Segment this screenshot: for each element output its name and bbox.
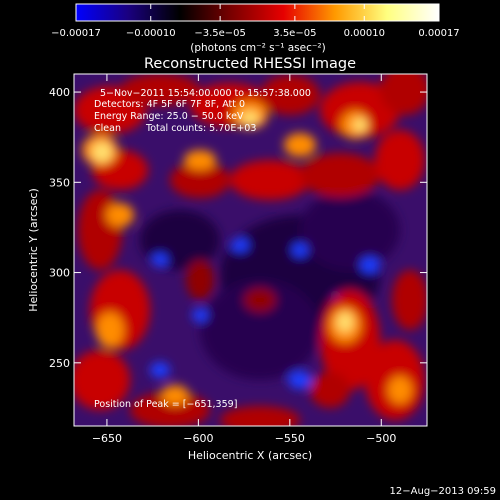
- colorbar-tick-label: 0.00017: [418, 28, 459, 39]
- heatmap-blob: [244, 288, 276, 312]
- annotation-energy: Energy Range: 25.0 − 50.0 keV: [94, 111, 244, 122]
- annotation-time-range: 5−Nov−2011 15:54:00.000 to 15:57:38.000: [100, 88, 311, 99]
- heatmap-blob: [392, 270, 427, 330]
- heatmap-blob: [230, 160, 310, 200]
- x-tick-label: −650: [92, 432, 122, 445]
- heatmap-blob: [106, 203, 134, 227]
- x-tick-label: −500: [366, 432, 396, 445]
- heatmap-blob: [130, 392, 210, 426]
- heatmap-blob: [337, 312, 353, 332]
- colorbar-tick-label: −0.00010: [126, 28, 176, 39]
- x-tick-label: −600: [183, 432, 213, 445]
- heatmap-blob: [96, 312, 124, 348]
- heatmap-blob: [231, 238, 249, 252]
- annotation-method: Clean: [94, 123, 121, 134]
- heatmap-blob: [186, 260, 214, 300]
- heatmap-blob: [380, 74, 427, 115]
- heatmap-blob: [78, 190, 122, 270]
- heatmap-blob: [360, 257, 380, 273]
- heatmap-blob: [220, 406, 300, 426]
- colorbar-tick-label: 0.00010: [344, 28, 385, 39]
- heatmap-blob: [320, 82, 400, 138]
- heatmap-blob: [300, 153, 380, 197]
- heatmap-blob: [161, 385, 189, 405]
- heatmap: [74, 74, 427, 426]
- heatmap-blob: [150, 362, 170, 378]
- colorbar-ticks: −0.00017 −0.00010 −3.5e−05 3.5e−05 0.00010 0.…: [51, 4, 460, 39]
- heatmap-blob: [200, 280, 320, 380]
- y-axis-label: Heliocentric Y (arcsec): [27, 188, 40, 312]
- heatmap-blob: [288, 371, 312, 389]
- colorbar-tick-label: 3.5e−05: [273, 28, 316, 39]
- annotation-detectors: Detectors: 4F 5F 6F 7F 8F, Att 0: [94, 99, 245, 110]
- y-tick-label: 350: [49, 176, 70, 189]
- heatmap-blob: [170, 162, 230, 198]
- plot-frame: [73, 73, 428, 427]
- heatmap-blob: [74, 350, 130, 410]
- heatmap-blob: [388, 376, 412, 404]
- y-tick-label: 250: [49, 357, 70, 370]
- heatmap-blob: [310, 372, 350, 408]
- heatmap-blob: [300, 190, 400, 270]
- x-axis: −650 −600 −550 −500: [92, 74, 396, 445]
- heatmap-blob: [120, 74, 200, 106]
- heatmap-blob: [375, 130, 425, 190]
- colorbar-tick-label: −0.00017: [51, 28, 101, 39]
- colorbar: [75, 3, 440, 22]
- y-axis: 250 300 350 400: [49, 86, 427, 370]
- heatmap-blob: [260, 75, 320, 115]
- heatmap-blob: [140, 210, 220, 270]
- heatmap-blob: [192, 308, 208, 322]
- heatmap-blob: [152, 253, 168, 267]
- heatmap-blob: [184, 150, 216, 170]
- heatmap-blob: [241, 111, 259, 125]
- annotation-peak: Position of Peak = [−651,359]: [94, 399, 237, 410]
- annotation-counts: Total counts: 5.70E+03: [145, 123, 256, 134]
- chart-title: Reconstructed RHESSI Image: [144, 56, 356, 72]
- heatmap-blob: [284, 133, 316, 157]
- heatmap-blob: [92, 142, 112, 162]
- x-tick-label: −550: [275, 432, 305, 445]
- heatmap-blob: [292, 243, 308, 257]
- y-tick-label: 300: [49, 267, 70, 280]
- colorbar-unit-label: (photons cm⁻² s⁻¹ asec⁻²): [190, 42, 325, 54]
- footer-timestamp: 12−Aug−2013 09:59: [390, 486, 496, 497]
- x-axis-label: Heliocentric X (arcsec): [188, 449, 312, 462]
- heatmap-blob: [353, 118, 367, 132]
- colorbar-tick-label: −3.5e−05: [194, 28, 246, 39]
- y-tick-label: 400: [49, 86, 70, 99]
